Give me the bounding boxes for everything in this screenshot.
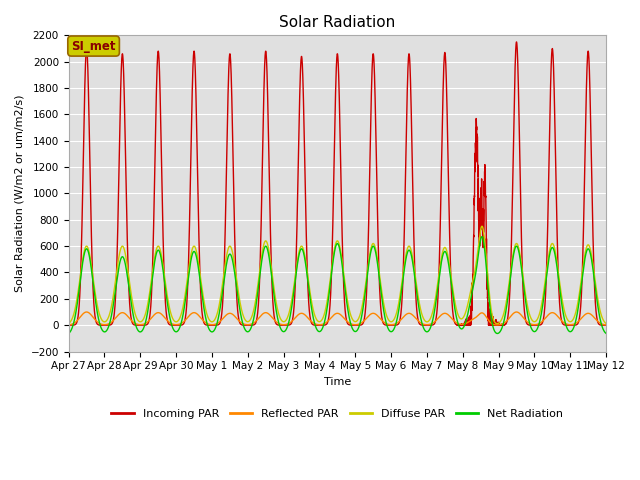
X-axis label: Time: Time	[324, 377, 351, 387]
Y-axis label: Solar Radiation (W/m2 or um/m2/s): Solar Radiation (W/m2 or um/m2/s)	[15, 95, 25, 292]
Legend: Incoming PAR, Reflected PAR, Diffuse PAR, Net Radiation: Incoming PAR, Reflected PAR, Diffuse PAR…	[107, 405, 568, 423]
Text: SI_met: SI_met	[71, 39, 116, 53]
Title: Solar Radiation: Solar Radiation	[279, 15, 396, 30]
